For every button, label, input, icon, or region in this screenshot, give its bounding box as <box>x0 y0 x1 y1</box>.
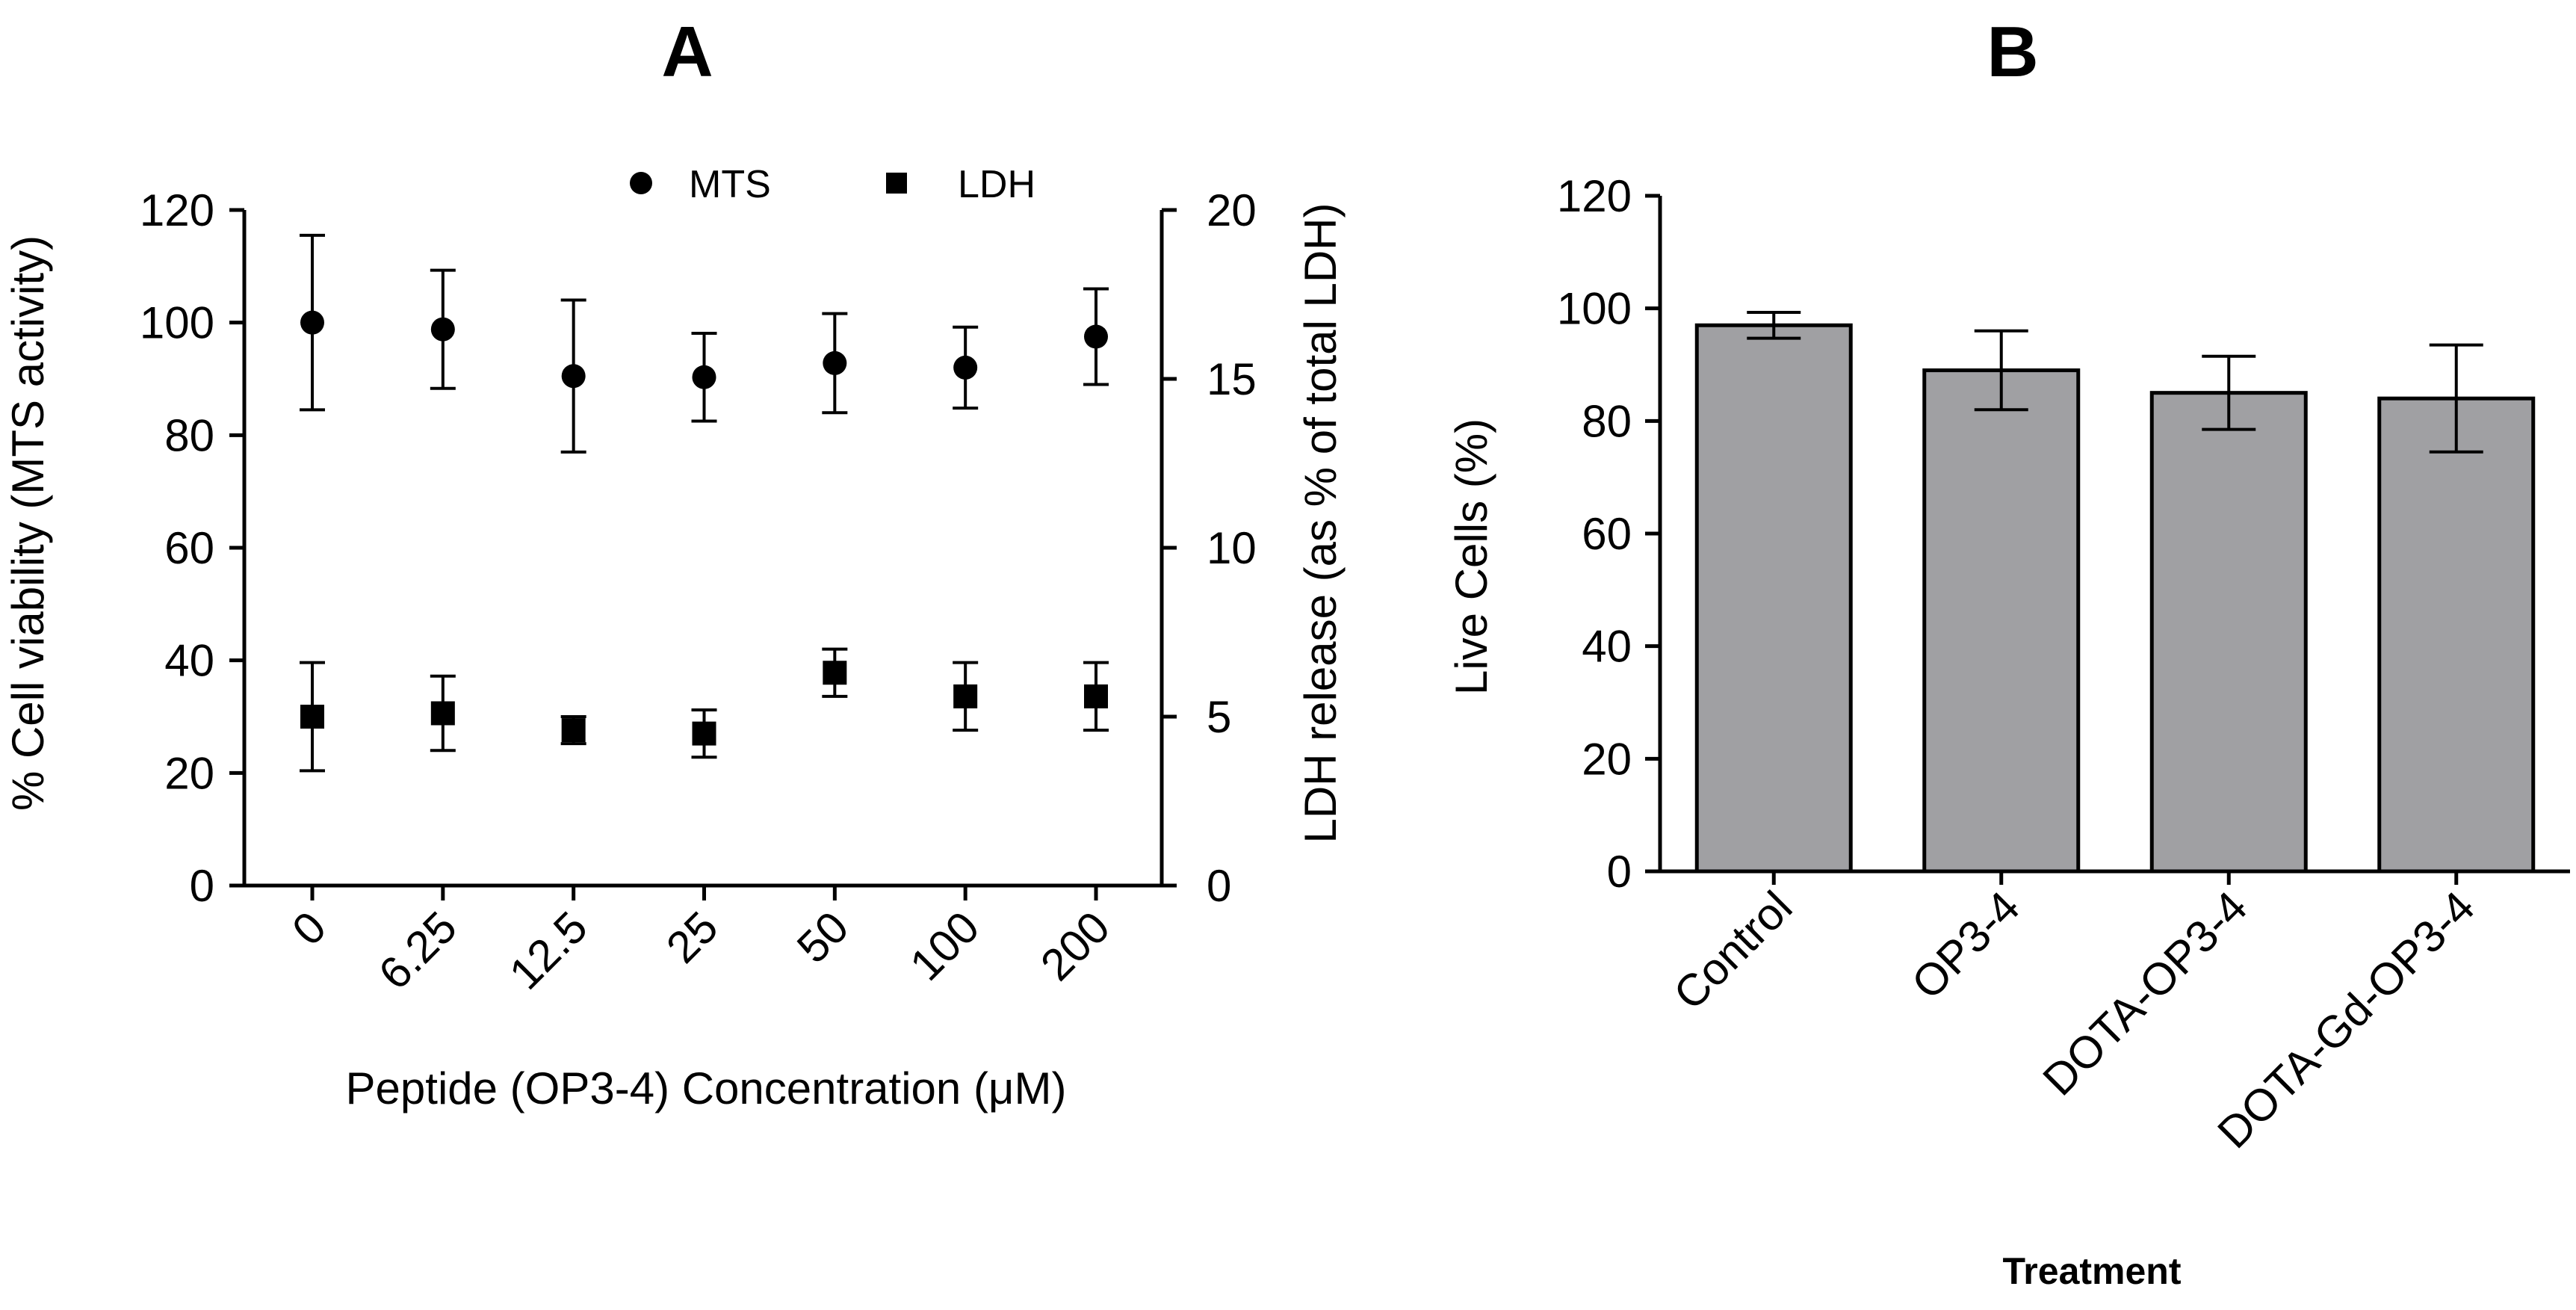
legend-ldh-label: LDH <box>958 163 1035 206</box>
panel-a-axes <box>242 210 1164 888</box>
panel-a-left-tick-label: 40 <box>164 636 214 686</box>
panel-b-letter: B <box>1987 12 2038 92</box>
ldh-point <box>1084 684 1108 708</box>
panel-b-y-tick-label: 20 <box>1582 734 1632 784</box>
panel-a-marks <box>300 233 1109 773</box>
panel-a-x-tick-label: 12.5 <box>500 902 597 999</box>
panel-a-xlabel: Peptide (OP3-4) Concentration (μM) <box>346 1063 1067 1113</box>
panel-a-x-tick-label: 25 <box>657 902 728 973</box>
legend-ldh-marker <box>886 173 907 194</box>
panel-b-x-tick-label: DOTA-OP3-4 <box>2034 882 2257 1105</box>
panel-b-y-tick-label: 100 <box>1557 284 1632 334</box>
mts-point <box>561 364 586 389</box>
panel-a-x-tick-label: 6.25 <box>369 902 466 999</box>
panel-a-x-tick-label: 100 <box>900 902 988 990</box>
bar <box>1922 368 2081 874</box>
panel-a-ylabel-right: LDH release (as % of total LDH) <box>1295 203 1346 844</box>
bar <box>2149 391 2308 874</box>
mts-point <box>430 317 455 342</box>
panel-a-x-tick-label: 200 <box>1031 902 1119 990</box>
ldh-point <box>953 684 978 708</box>
panel-a-right-tick-label: 15 <box>1207 354 1257 404</box>
bar <box>1694 323 1853 874</box>
panel-b-x-tick-label: Control <box>1664 882 1801 1019</box>
panel-b-y-tick-label: 0 <box>1607 847 1632 897</box>
panel-a-right-tick-label: 5 <box>1207 692 1231 742</box>
mts-point <box>953 355 978 380</box>
panel-a-left-tick-label: 100 <box>140 298 214 348</box>
ldh-point <box>430 701 455 726</box>
mts-point <box>692 365 716 389</box>
panel-b-y-tick-label: 80 <box>1582 396 1632 446</box>
panel-b: B Control OP3-4 DOTA-OP3-4DOTA-Gd-OP3-4020… <box>1446 12 2570 1292</box>
panel-a-left-tick-label: 20 <box>164 748 214 798</box>
panel-b-y-tick-label: 60 <box>1582 509 1632 559</box>
panel-b-y-tick-label: 120 <box>1557 171 1632 221</box>
ldh-point <box>300 705 324 729</box>
panel-a-letter: A <box>661 12 713 92</box>
panel-a-right-tick-label: 20 <box>1207 185 1257 235</box>
ldh-point <box>692 721 716 746</box>
mts-point <box>823 350 847 375</box>
panel-a-left-tick-label: 80 <box>164 410 214 460</box>
panel-a-ylabel-left: % Cell viability (MTS activity) <box>3 235 53 811</box>
panel-a-left-tick-label: 120 <box>140 185 214 235</box>
panel-a-left-tick-label: 0 <box>190 861 214 911</box>
panel-b-ylabel: Live Cells (%) <box>1446 418 1496 695</box>
panel-b-y-tick-label: 40 <box>1582 622 1632 672</box>
ldh-point <box>823 661 847 685</box>
panel-a-x-tick-label: 0 <box>282 902 335 955</box>
panel-a-legend: MTS LDH <box>630 163 1035 206</box>
panel-b-bars <box>1694 310 2536 874</box>
ldh-point <box>561 718 586 743</box>
legend-mts-marker <box>630 172 652 194</box>
panel-a-right-tick-label: 10 <box>1207 523 1257 573</box>
panel-b-xlabel: Treatment <box>2003 1250 2182 1292</box>
panel-a-right-tick-label: 0 <box>1207 861 1231 911</box>
legend-mts-label: MTS <box>689 163 771 206</box>
mts-point <box>300 310 324 335</box>
mts-point <box>1084 324 1108 349</box>
panel-b-x-tick-label: OP3-4 <box>1902 882 2029 1009</box>
bar <box>2377 396 2536 874</box>
panel-a-left-tick-label: 60 <box>164 523 214 573</box>
panel-a-x-tick-label: 50 <box>787 902 858 973</box>
